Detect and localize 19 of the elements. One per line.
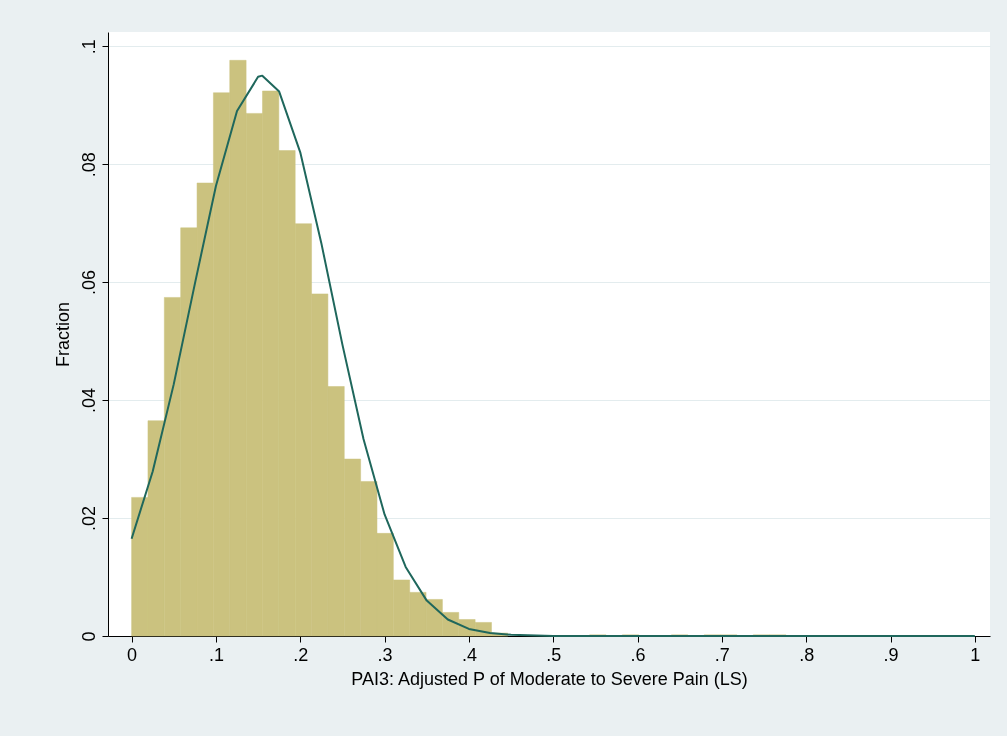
y-tick-label: .06 — [78, 270, 99, 296]
y-axis-title: Fraction — [52, 301, 73, 368]
y-tick-label: .1 — [78, 39, 99, 55]
y-tick-label: 0 — [78, 631, 99, 642]
x-tick-label: .3 — [377, 644, 393, 665]
x-tick-label: .7 — [714, 644, 730, 665]
x-tick-label: 1 — [970, 644, 981, 665]
y-tick-label: .04 — [78, 388, 99, 414]
x-tick-label: .4 — [461, 644, 477, 665]
y-tick-label: .02 — [78, 506, 99, 532]
x-tick-label: .5 — [546, 644, 562, 665]
x-tick-label: .2 — [293, 644, 309, 665]
x-axis-title: PAI3: Adjusted P of Moderate to Severe Pain (LS) — [351, 668, 748, 689]
x-tick-label: .8 — [799, 644, 815, 665]
x-tick-label: .1 — [208, 644, 224, 665]
x-tick-label: 0 — [127, 644, 138, 665]
x-tick-label: .9 — [883, 644, 899, 665]
y-tick-label: .08 — [78, 152, 99, 178]
x-tick-label: .6 — [630, 644, 646, 665]
